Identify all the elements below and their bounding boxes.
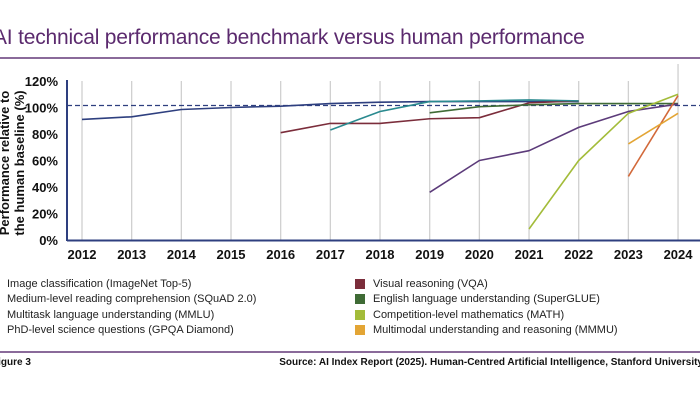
- legend-label: Multitask language understanding (MMLU): [7, 308, 215, 321]
- series-line-6: [627, 95, 679, 177]
- line-chart: 2012 2013 2014 2015 2016 2017 2018 2019 2020 2021…: [0, 64, 700, 262]
- y-tick-label: 20%: [32, 207, 58, 222]
- x-tick-label: 2021: [515, 247, 544, 262]
- chart-title: AI technical performance benchmark versu…: [0, 26, 585, 49]
- x-tick-label: 2024: [664, 247, 694, 262]
- y-tick-label: 60%: [32, 154, 58, 169]
- x-tick-label: 2023: [614, 247, 643, 262]
- y-axis-label: Performance relative to the human baseli…: [0, 90, 27, 235]
- legend-label: Visual reasoning (VQA): [373, 277, 488, 290]
- legend-item: English language understanding (SuperGLU…: [355, 292, 618, 308]
- legend-item: Multimodal understanding and reasoning (…: [355, 323, 618, 339]
- series-line-5: [528, 93, 679, 230]
- legend-item: Image classification (ImageNet Top-5): [0, 276, 256, 292]
- x-tick-label: 2020: [465, 247, 494, 262]
- y-tick-label: 100%: [25, 101, 59, 116]
- y-tick-label: 0%: [39, 233, 58, 248]
- x-tick-label: 2017: [316, 247, 345, 262]
- x-tick-label: 2014: [167, 247, 197, 262]
- series-line-2: [330, 99, 579, 131]
- legend-swatch: [355, 309, 365, 320]
- legend-label: Image classification (ImageNet Top-5): [7, 277, 192, 290]
- y-axis-label-line2: the human baseline (%): [12, 90, 27, 235]
- legend-label: Medium-level reading comprehension (SQuA…: [7, 293, 257, 306]
- x-tick-label: 2012: [68, 247, 97, 262]
- x-tick-label: 2015: [217, 247, 246, 262]
- title-divider: [0, 57, 700, 59]
- x-tick-label: 2022: [564, 247, 593, 262]
- y-tick-label: 120%: [25, 74, 59, 89]
- series-line-0: [81, 100, 579, 121]
- series-line-7: [627, 112, 679, 145]
- legend-swatch: [355, 294, 365, 305]
- series-line-1: [280, 100, 579, 134]
- legend-label: English language understanding (SuperGLU…: [373, 293, 600, 306]
- legend-swatch: [355, 325, 365, 336]
- legend-item: Multitask language understanding (MMLU): [0, 307, 256, 323]
- legend-right: Visual reasoning (VQA) English language u…: [355, 276, 618, 338]
- legend-label: Multimodal understanding and reasoning (…: [373, 324, 618, 337]
- x-tick-label: 2016: [266, 247, 295, 262]
- legend-item: Medium-level reading comprehension (SQuA…: [0, 292, 256, 308]
- x-tick-label: 2019: [415, 247, 444, 262]
- figure-label: Figure 3: [0, 357, 31, 368]
- legend-left: Image classification (ImageNet Top-5) Med…: [0, 276, 256, 338]
- y-tick-label: 80%: [32, 127, 58, 142]
- legend-item: PhD-level science questions (GPQA Diamon…: [0, 323, 256, 339]
- y-tick-label: 40%: [32, 180, 58, 195]
- legend-label: Competition-level mathematics (MATH): [373, 308, 565, 321]
- x-tick-label: 2018: [366, 247, 395, 262]
- footer-divider: [0, 351, 700, 353]
- series-line-3: [429, 102, 679, 114]
- source-note: Source: AI Index Report (2025). Human-Ce…: [279, 357, 700, 368]
- legend-item: Visual reasoning (VQA): [355, 276, 618, 292]
- legend-swatch: [355, 278, 365, 289]
- legend-item: Competition-level mathematics (MATH): [355, 307, 618, 323]
- x-tick-label: 2013: [117, 247, 146, 262]
- legend-label: PhD-level science questions (GPQA Diamon…: [7, 324, 234, 337]
- y-axis-label-line1: Performance relative to: [0, 91, 12, 236]
